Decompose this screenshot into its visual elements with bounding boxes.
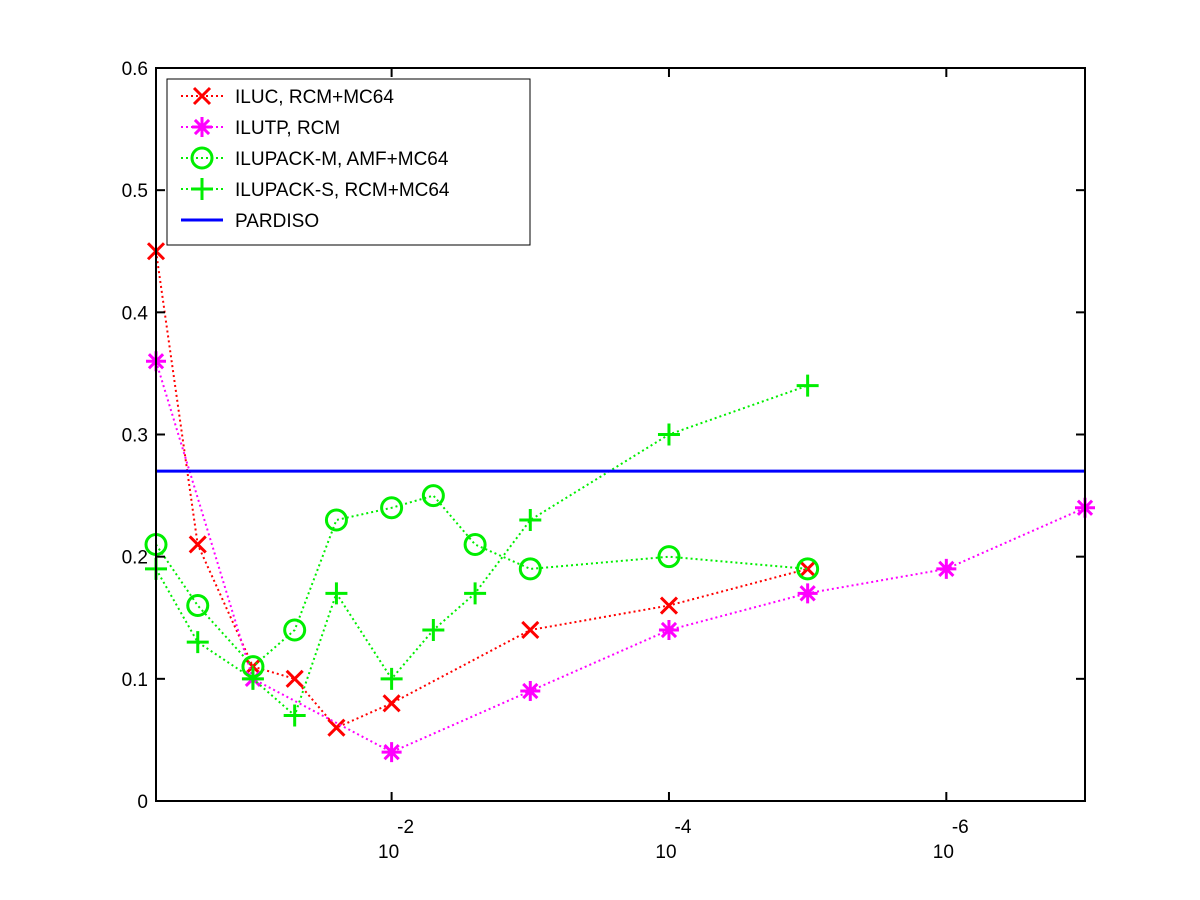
legend-label: ILUC, RCM+MC64 xyxy=(235,87,394,108)
x-marker xyxy=(521,620,540,640)
circle-marker xyxy=(421,484,445,508)
legend-entry-1: ILUTP, RCM xyxy=(181,117,340,139)
plus-marker xyxy=(422,618,445,641)
x-tick-label-exponent: -4 xyxy=(675,817,692,838)
legend-box xyxy=(166,78,531,246)
legend-star-marker xyxy=(192,117,212,137)
series-line xyxy=(155,494,808,669)
star-marker xyxy=(658,619,679,640)
x-marker xyxy=(798,559,817,578)
star-marker xyxy=(936,558,957,579)
legend-entry-2: ILUPACK-M, AMF+MC64 xyxy=(181,146,449,170)
x-marker xyxy=(188,535,207,554)
legend-label: ILUPACK-S, RCM+MC64 xyxy=(235,180,450,201)
x-tick-label-base: 10 xyxy=(655,842,676,863)
circle-marker xyxy=(796,557,820,581)
series-line xyxy=(155,360,1086,754)
plus-marker xyxy=(380,667,403,690)
series-line xyxy=(155,251,808,729)
y-tick-label: 0.6 xyxy=(122,59,148,80)
legend-entry-0: ILUC, RCM+MC64 xyxy=(181,86,394,108)
circle-marker xyxy=(324,508,348,532)
x-tick-label-base: 10 xyxy=(378,842,399,863)
axes: 0 0.1 0.2 0.3 0.4 0.5 0.6 10 -2 10 -4 10 -6 xyxy=(122,59,1085,863)
y-tick-label: 0.1 xyxy=(122,670,148,691)
star-marker xyxy=(520,681,541,702)
circle-marker xyxy=(463,532,487,556)
x-marker xyxy=(327,718,346,737)
x-marker xyxy=(382,694,401,713)
circle-marker xyxy=(283,618,307,642)
legend-label: ILUTP, RCM xyxy=(235,118,340,139)
x-marker xyxy=(659,596,679,615)
x-tick-label-base: 10 xyxy=(933,842,954,863)
plus-marker xyxy=(283,704,306,727)
legend-label: PARDISO xyxy=(235,211,319,232)
plus-marker xyxy=(796,374,819,397)
y-tick-label: 0.4 xyxy=(122,303,149,324)
legend-circle-marker xyxy=(190,146,214,170)
circle-marker xyxy=(518,557,542,581)
legend-x-marker xyxy=(192,86,212,106)
legend-entry-4: PARDISO xyxy=(181,211,319,232)
y-tick-label: 0 xyxy=(137,792,148,813)
plus-marker xyxy=(464,582,487,605)
x-marker xyxy=(285,669,304,688)
plus-marker xyxy=(657,423,680,446)
plus-marker xyxy=(325,582,348,605)
star-marker xyxy=(797,583,818,604)
legend-plus-marker xyxy=(191,178,213,200)
series-0 xyxy=(146,242,817,737)
circle-marker xyxy=(657,545,681,569)
series-2 xyxy=(144,484,820,679)
star-marker xyxy=(381,742,402,763)
y-tick-label: 0.3 xyxy=(122,426,148,447)
circle-marker xyxy=(186,594,210,618)
legend-entry-3: ILUPACK-S, RCM+MC64 xyxy=(181,178,450,201)
y-tick-label: 0.2 xyxy=(122,548,148,569)
x-tick-label-exponent: -2 xyxy=(397,817,414,838)
plus-marker xyxy=(241,667,264,690)
plus-marker xyxy=(186,631,209,654)
circle-marker xyxy=(380,496,404,520)
legend: ILUC, RCM+MC64 ILUTP, RCM ILUPACK-M, AMF+M… xyxy=(166,78,531,246)
plus-marker xyxy=(519,509,542,532)
legend-label: ILUPACK-M, AMF+MC64 xyxy=(235,149,449,170)
y-tick-label: 0.5 xyxy=(122,181,148,202)
x-tick-label-exponent: -6 xyxy=(952,817,969,838)
